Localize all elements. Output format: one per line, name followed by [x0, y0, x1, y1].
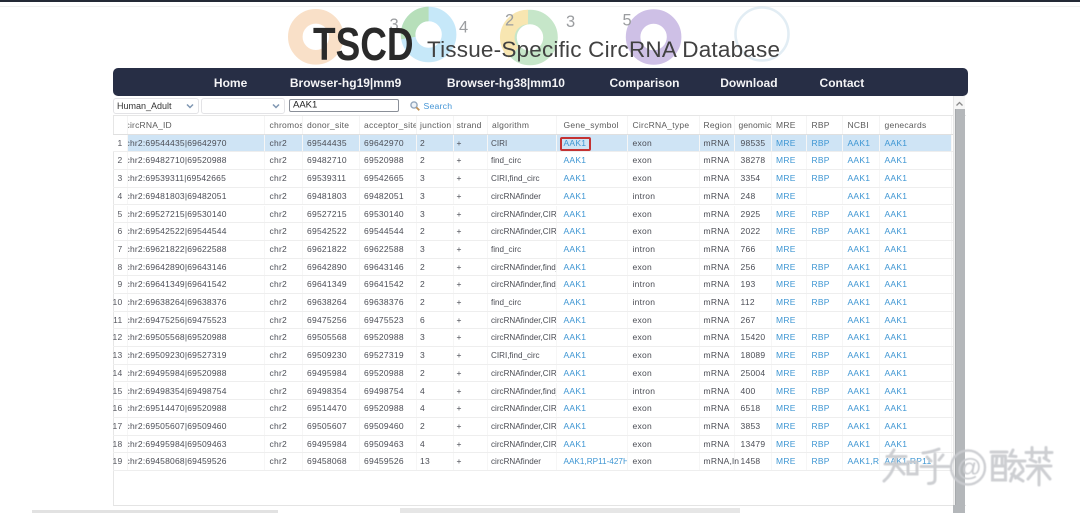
svg-text:5: 5 — [623, 12, 632, 30]
svg-text:@: @ — [957, 454, 982, 482]
svg-text:3: 3 — [566, 13, 575, 31]
svg-text:3: 3 — [390, 16, 399, 34]
svg-text:2: 2 — [505, 12, 514, 30]
svg-text:4: 4 — [459, 19, 468, 37]
